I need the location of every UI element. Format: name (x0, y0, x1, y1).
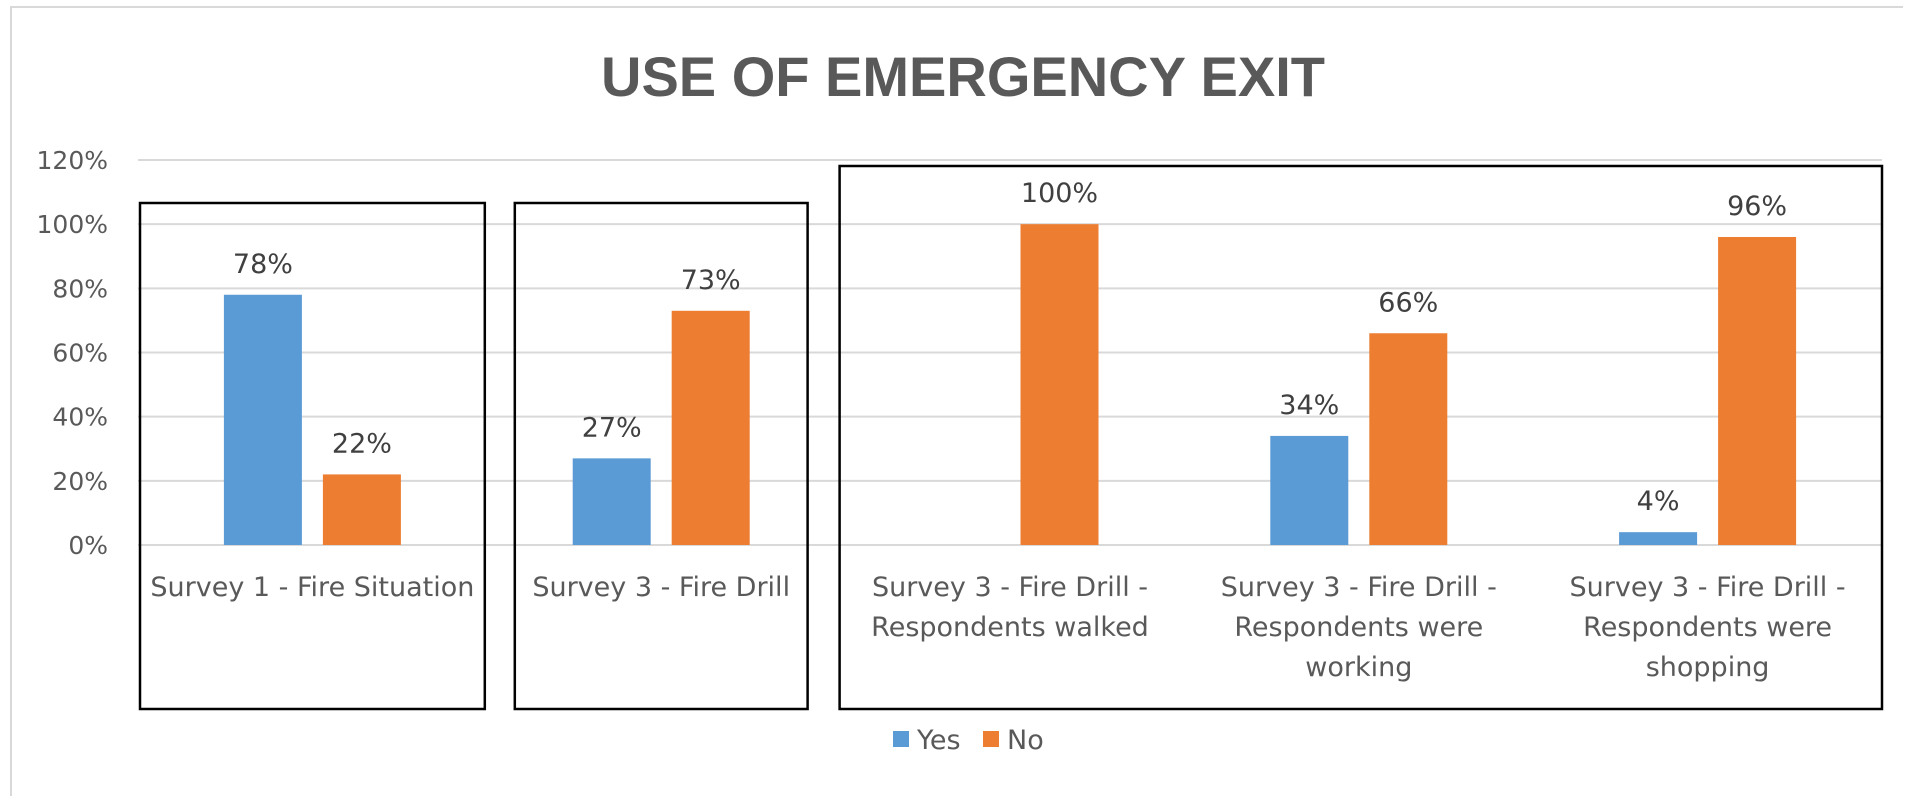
category-labels: Survey 1 - Fire Situation Survey 3 - Fire… (150, 572, 1845, 683)
category-label-line: Survey 3 - Fire Drill - (1570, 572, 1846, 603)
data-label: 78% (233, 249, 293, 280)
group-box (513, 201, 809, 711)
category-label: Survey 3 - Fire Drill - Respondents walke… (871, 572, 1149, 643)
category-label-line: Survey 3 - Fire Drill - (1221, 572, 1497, 603)
data-label: 22% (332, 428, 392, 459)
bar-yes (1619, 532, 1698, 545)
legend-swatch-yes (893, 731, 909, 747)
legend-label-no: No (1007, 725, 1044, 756)
bar-yes (1270, 435, 1349, 545)
chart-frame (10, 6, 1903, 796)
category-label-line: Survey 3 - Fire Drill (532, 572, 790, 603)
y-tick-label: 0% (68, 531, 108, 560)
y-tick-label: 40% (52, 403, 108, 432)
category-label-line: Respondents were (1583, 612, 1832, 643)
category-label-line: working (1305, 652, 1412, 683)
data-label: 4% (1637, 486, 1680, 517)
y-tick-label: 120% (37, 146, 108, 175)
category-label-line: Respondents walked (871, 612, 1149, 643)
bars (223, 224, 1797, 545)
group-boxes (138, 164, 1884, 711)
data-label: 100% (1021, 178, 1098, 209)
data-label: 96% (1727, 191, 1787, 222)
category-label-line: Survey 1 - Fire Situation (150, 572, 474, 603)
gridlines (138, 159, 1882, 546)
bar-no (1020, 224, 1099, 545)
data-label: 73% (681, 265, 741, 296)
bar-yes (572, 458, 651, 545)
category-label-line: Respondents were (1234, 612, 1483, 643)
category-label: Survey 3 - Fire Drill - Respondents were w… (1221, 572, 1497, 683)
y-tick-label: 20% (52, 467, 108, 496)
bar-no (1718, 237, 1797, 545)
bar-no (322, 474, 401, 545)
bar-yes (223, 294, 302, 545)
data-label: 27% (582, 412, 642, 443)
data-label: 34% (1279, 390, 1339, 421)
legend-label-yes: Yes (916, 725, 961, 756)
y-tick-label: 80% (52, 274, 108, 303)
legend-swatch-no (983, 731, 999, 747)
y-tick-label: 100% (37, 210, 108, 239)
bar-no (671, 310, 750, 545)
category-label: Survey 1 - Fire Situation (150, 572, 474, 603)
data-label: 66% (1378, 287, 1438, 318)
bar-no (1369, 333, 1448, 545)
group-box (838, 164, 1884, 711)
category-label-line: shopping (1646, 652, 1770, 683)
y-axis-ticks: 0% 20% 40% 60% 80% 100% 120% (37, 146, 108, 560)
group-box (138, 201, 487, 711)
chart-title: USE OF EMERGENCY EXIT (601, 45, 1325, 108)
y-tick-label: 60% (52, 339, 108, 368)
category-label: Survey 3 - Fire Drill - Respondents were s… (1570, 572, 1846, 683)
category-label: Survey 3 - Fire Drill (532, 572, 790, 603)
legend: Yes No (893, 725, 1044, 756)
data-labels: 78% 22% 27% 73% 100% 34% 66% 4% 96% (233, 178, 1787, 517)
category-label-line: Survey 3 - Fire Drill - (872, 572, 1148, 603)
